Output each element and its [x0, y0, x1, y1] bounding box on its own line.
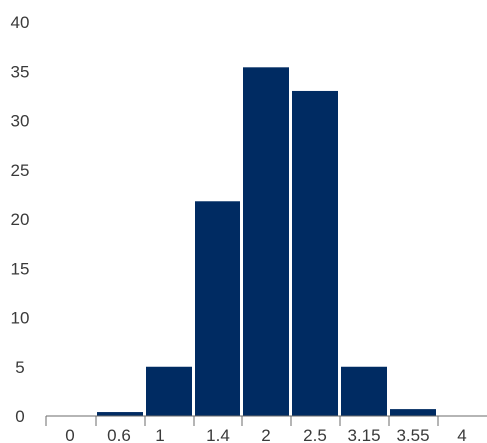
y-tick-label: 35 [11, 62, 30, 81]
x-tick-label: 1 [155, 426, 164, 443]
x-tick-label: 2.5 [303, 426, 327, 443]
x-axis: 0 0.6 1 1.4 2 2.5 3.15 3.55 4 [45, 416, 467, 443]
bars-group [97, 67, 436, 416]
y-axis: 0 5 10 15 20 25 30 35 40 [11, 13, 30, 426]
x-tick-label: 1.4 [206, 426, 230, 443]
histogram-bar [292, 90, 338, 416]
x-tick-label: 0 [65, 426, 74, 443]
y-tick-label: 10 [11, 309, 30, 328]
x-tick-label: 0.6 [107, 426, 131, 443]
x-tick-label: 3.15 [347, 426, 380, 443]
histogram-bar [97, 412, 143, 416]
y-tick-label: 40 [11, 13, 30, 32]
y-tick-label: 15 [11, 259, 30, 278]
y-tick-label: 25 [11, 161, 30, 180]
x-tick-label: 4 [457, 426, 466, 443]
histogram-bar [341, 366, 387, 416]
x-tick-label: 2 [261, 426, 270, 443]
histogram-bar [146, 366, 192, 416]
histogram-bar [390, 409, 436, 416]
y-tick-label: 5 [15, 358, 24, 377]
y-tick-label: 0 [15, 407, 24, 426]
histogram-bar [243, 67, 289, 416]
y-tick-label: 30 [11, 112, 30, 131]
y-tick-label: 20 [11, 210, 30, 229]
x-tick-label: 3.55 [396, 426, 429, 443]
histogram-bar [195, 201, 240, 416]
